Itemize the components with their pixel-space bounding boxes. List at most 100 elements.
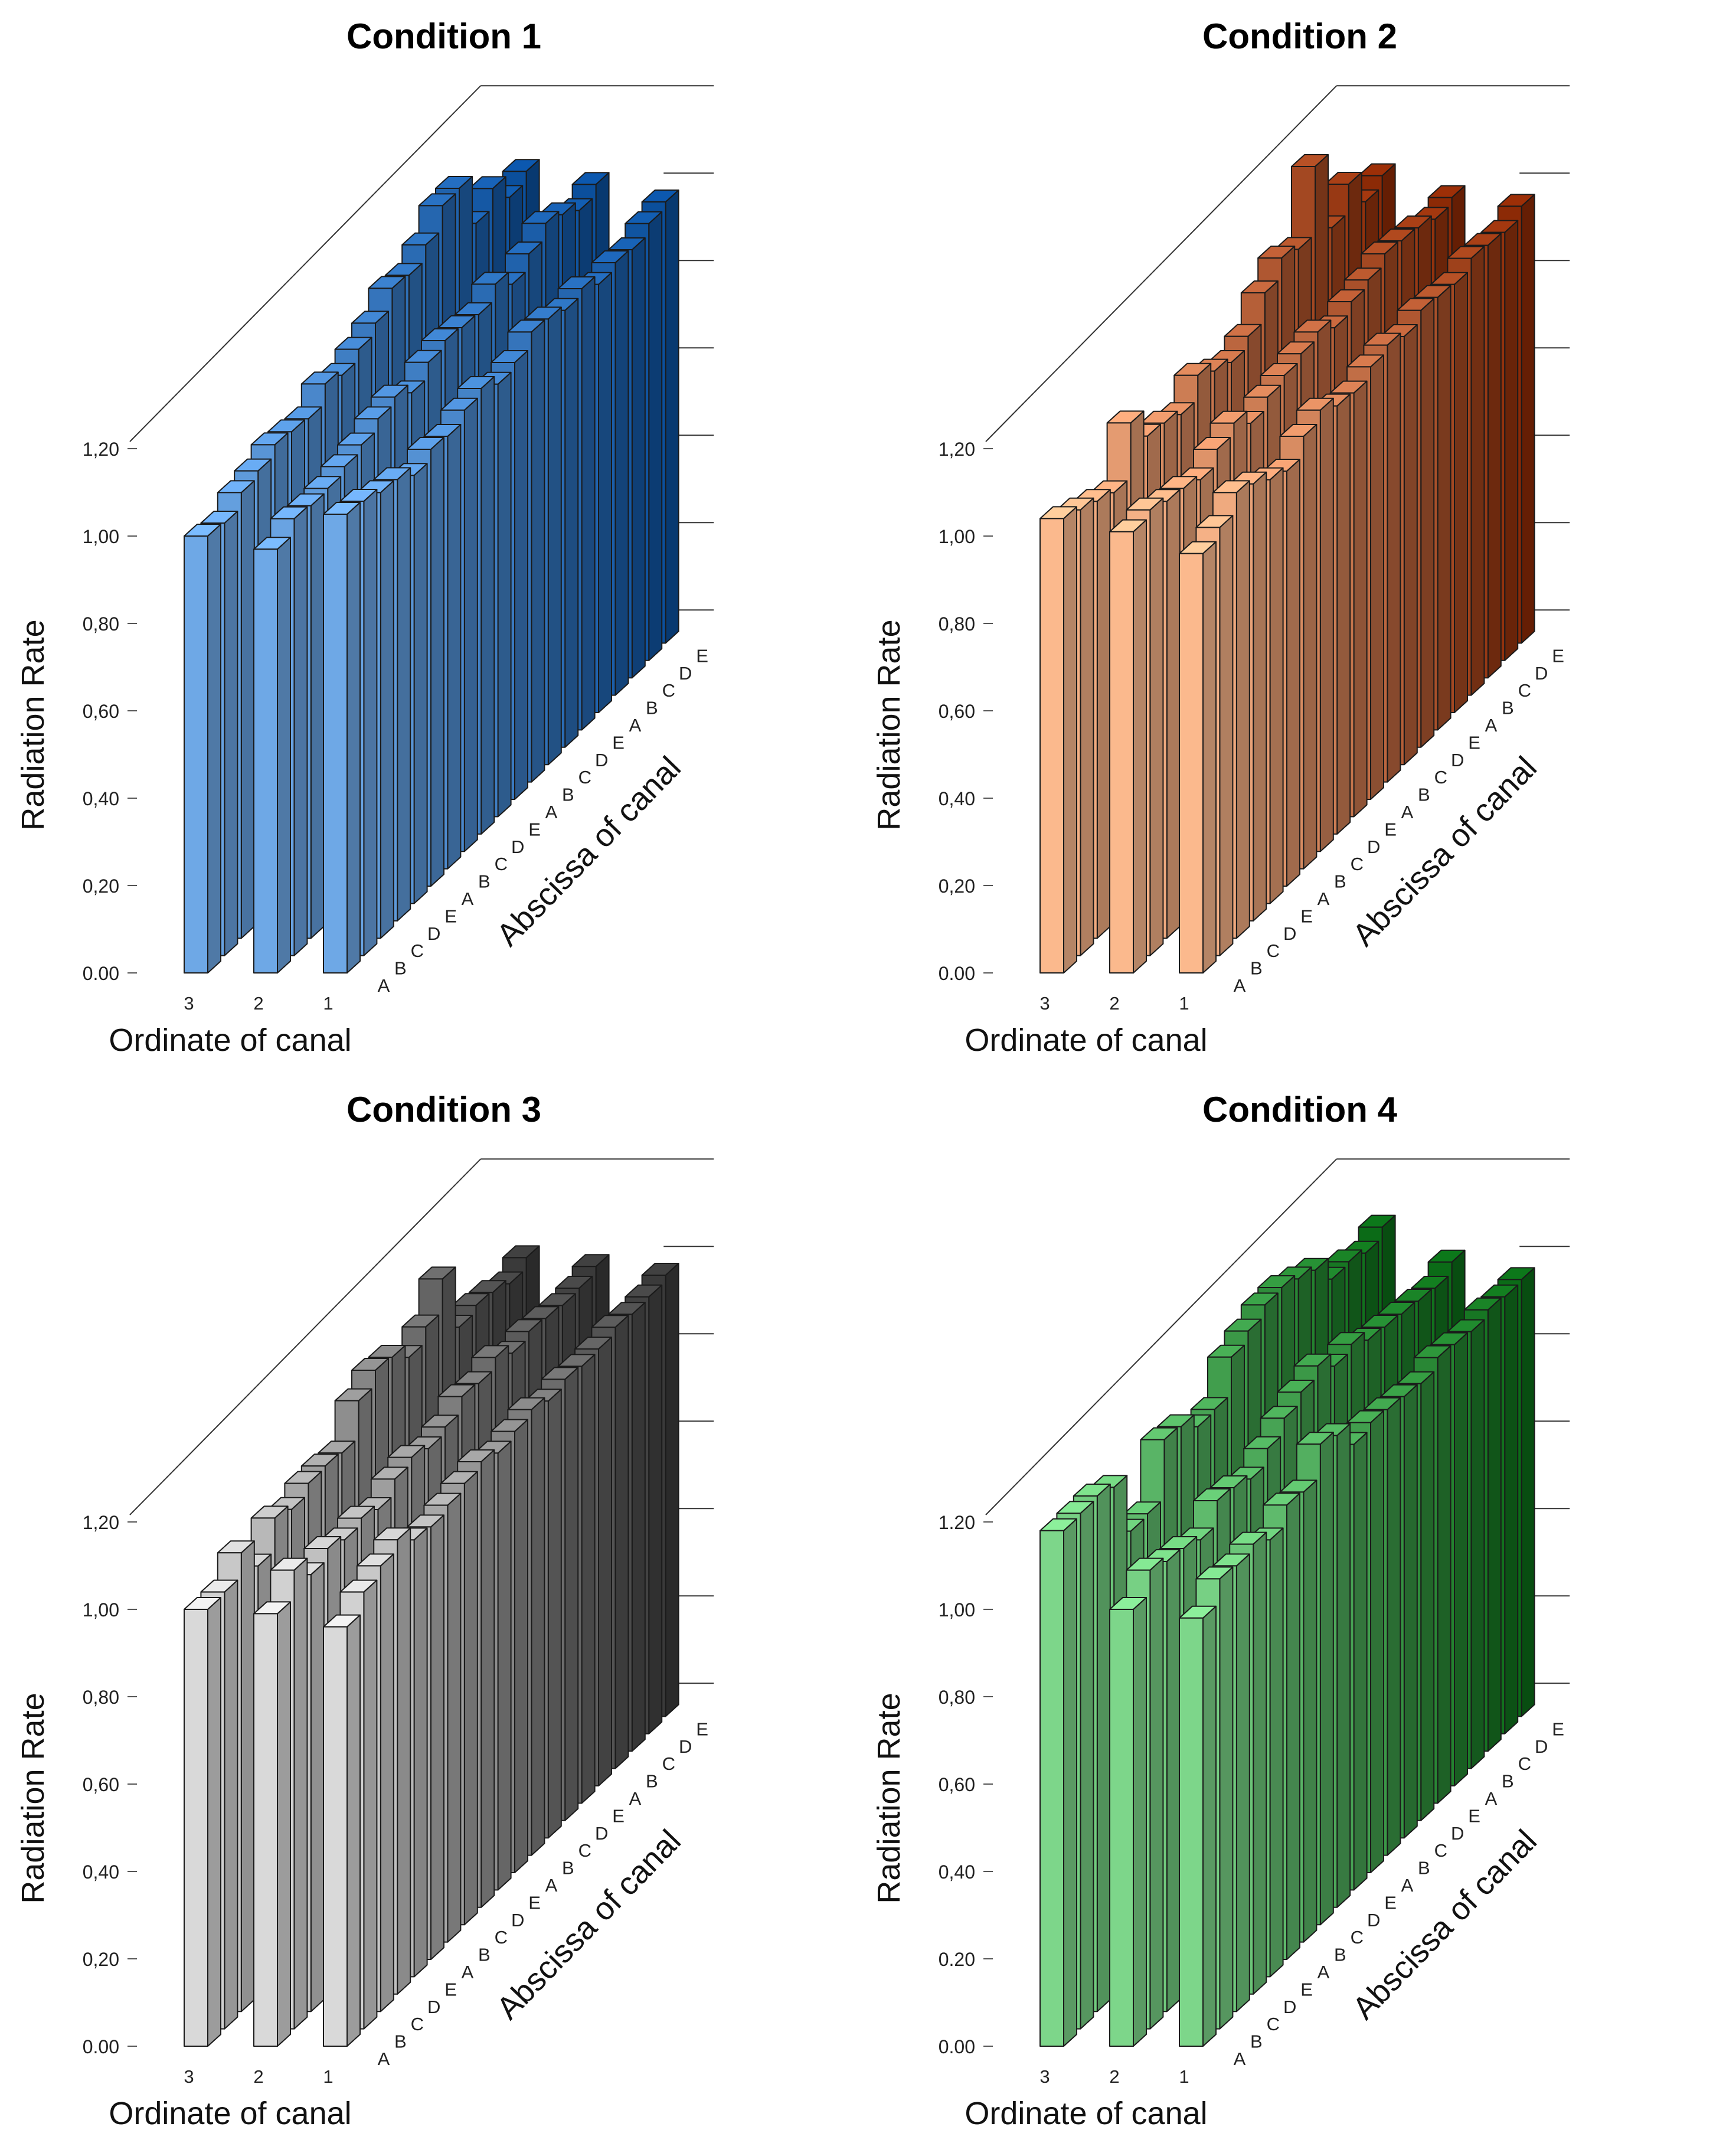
abscissa-tick-label: A [629,715,642,736]
bar-front [1179,1617,1204,2047]
abscissa-tick-label: B [394,958,407,979]
bar-side [1504,1284,1519,1734]
bar-side [1353,1432,1368,1891]
bar-side [1370,354,1384,800]
y-tick-label: 0,60 [83,701,119,722]
bar-side [1387,332,1401,783]
bar-front [1179,553,1204,974]
bar-side [1219,1566,1234,2030]
ordinate-tick-label: 1 [1179,2066,1189,2087]
abscissa-tick-label: A [378,975,390,996]
bar-front [253,1613,278,2047]
wall-diagonal-line [985,85,1337,442]
ordinate-tick-label: 1 [323,993,333,1014]
abscissa-tick-label: D [427,923,440,944]
abscissa-tick-label: A [462,888,474,909]
chart-condition-1: Condition 1 0.00 0,20 0,40 0,60 0,80 1,00 1,20 R… [7,5,857,1067]
bar [1109,519,1147,974]
bar-front [1109,531,1134,974]
abscissa-tick-label: A [378,2049,390,2069]
abscissa-tick-label: D [679,663,692,684]
y-tick-label: 0.00 [83,963,119,984]
ordinate-axis-label: Ordinate of canal [965,1023,1207,1058]
y-tick-label: 0,20 [83,876,119,897]
ordinate-axis-label: Ordinate of canal [109,1023,351,1058]
bar-side [277,1601,291,2047]
bar-side [1269,467,1284,904]
bar-side [1219,515,1234,956]
abscissa-tick-label: D [1283,1997,1296,2017]
bar-side [1319,397,1334,852]
chart-svg: Condition 2 0.00 0,20 0,40 0,60 0,80 1,00 1,20 R… [871,17,1570,1058]
bar-side [1303,424,1318,870]
y-axis: 0.00 0.20 0,40 0,60 0,80 1,00 1.20 [939,1512,993,2057]
abscissa-tick-label: D [1451,1823,1464,1844]
bar-side [1487,1297,1502,1752]
y-tick-label: 0,60 [939,1774,975,1795]
y-tick-label: 0,80 [939,613,975,635]
abscissa-tick-label: D [1283,923,1296,944]
abscissa-tick-label: A [545,1875,558,1896]
abscissa-tick-label: A [629,1788,642,1809]
abscissa-tick-label: B [478,871,491,892]
abscissa-tick-label: C [1518,680,1531,701]
bar [1109,1597,1147,2047]
ordinate-tick-label: 2 [1109,2066,1119,2087]
bar-series [184,159,679,974]
abscissa-tick-label: D [511,837,524,857]
abscissa-tick-label: D [1451,750,1464,770]
bar-side [497,1440,512,1891]
y-tick-label: 0,40 [83,1861,119,1883]
chart-svg: Condition 3 0.00 0,20 0,40 0,60 0,80 1,00 1,20 R… [15,1090,714,2131]
bar [1179,1605,1217,2047]
ordinate-tick-label: 3 [1039,993,1050,1014]
y-tick-label: 1,00 [939,526,975,547]
abscissa-tick-label: E [444,906,457,926]
bar-side [1235,1553,1250,2013]
bar-side [1420,298,1435,748]
bar-side [1133,519,1147,974]
abscissa-tick-label: D [1535,1736,1548,1757]
abscissa-tick-label: A [1485,1788,1498,1809]
chart-condition-3: Condition 3 0.00 0,20 0,40 0,60 0,80 1,00 1,20 R… [7,1078,857,2141]
abscissa-tick-label: A [462,1962,474,1982]
y-tick-label: 0,40 [939,1861,975,1883]
bar-side [547,1389,562,1839]
bar-side [564,1367,579,1821]
bar-side [1149,1557,1164,2030]
bar-side [1319,1432,1334,1926]
bar-side [531,319,545,783]
y-axis: 0.00 0,20 0,40 0,60 0,80 1,00 1,20 [83,439,137,984]
abscissa-tick-label: C [411,940,424,961]
bar-side [346,1614,361,2047]
bar-side [1286,459,1300,887]
ordinate-axis-label: Ordinate of canal [109,2096,351,2131]
bar-side [293,506,308,956]
bar-side [363,1579,378,2030]
bar [323,1614,361,2047]
bar-side [564,298,579,748]
ordinate-axis-label: Ordinate of canal [965,2096,1207,2131]
bar [184,1597,221,2047]
y-tick-label: 0,80 [83,613,119,635]
bar-side [1387,1397,1401,1856]
chart-title: Condition 3 [346,1090,541,1129]
abscissa-tick-label: D [679,1736,692,1757]
y-tick-label: 0,40 [939,788,975,809]
wall-diagonal-line [985,1158,1337,1515]
bar-side [310,1562,325,2013]
y-tick-label: 1,20 [83,439,119,460]
bar [253,537,291,974]
bar-side [547,306,562,766]
y-tick-label: 1,00 [83,526,119,547]
bar-side [581,1354,596,1804]
y-tick-label: 0.20 [939,1949,975,1970]
ordinate-tick-label: 2 [1109,993,1119,1014]
bar-side [1454,272,1468,713]
bar-side [514,1419,528,1873]
bar-side [1253,471,1267,922]
bar-side [1420,1371,1435,1821]
chart-svg: Condition 1 0.00 0,20 0,40 0,60 0,80 1,00 1,20 R… [15,17,714,1058]
abscissa-tick-label: B [394,2031,407,2052]
abscissa-tick-label: B [562,785,574,805]
